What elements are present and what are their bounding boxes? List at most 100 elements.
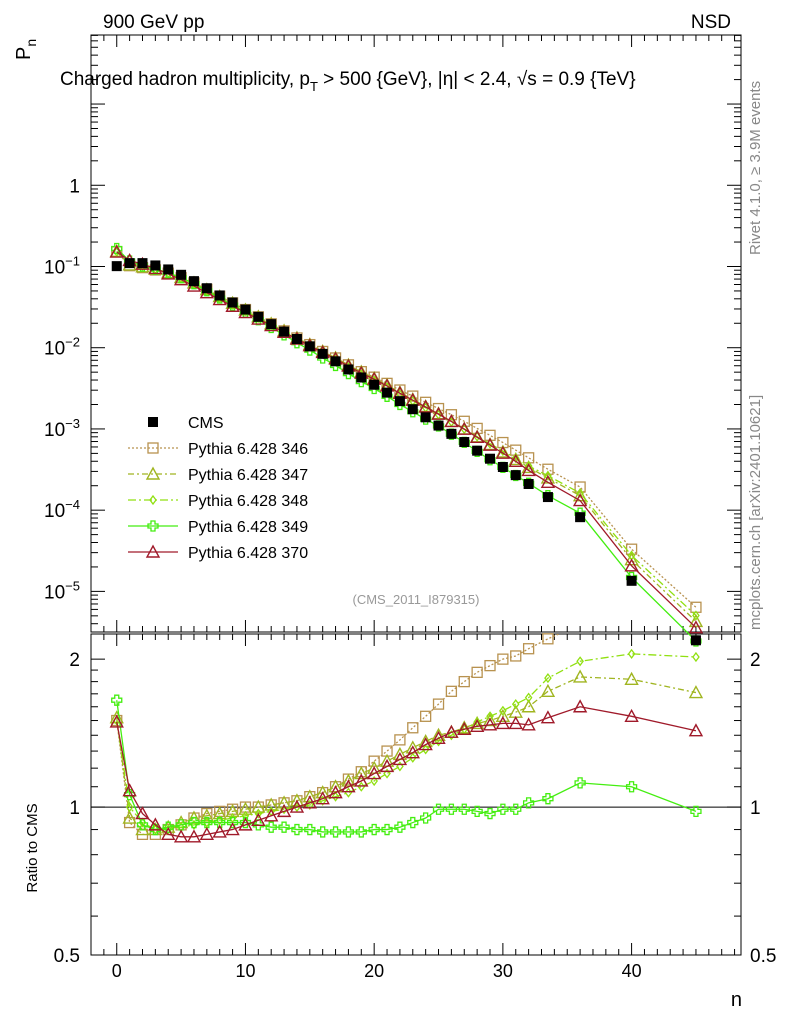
legend-marker	[145, 544, 161, 558]
legend-label-cms: CMS	[188, 415, 224, 432]
mcplots-label: mcplots.cern.ch [arXiv:2401.10621]	[747, 395, 764, 630]
series-point-ratio	[521, 699, 536, 713]
series-point-ratio	[344, 787, 353, 798]
x-tick-label: 0	[112, 961, 122, 981]
y-tick-exp: −3	[65, 416, 80, 431]
legend-label: Pythia 6.428 348	[188, 493, 308, 510]
series-point-main	[508, 453, 523, 467]
series-point-ratio	[354, 766, 369, 780]
legend-marker	[147, 520, 159, 532]
series-point-ratio	[315, 791, 330, 805]
y-tick-exp: −2	[65, 335, 80, 350]
series-point-ratio	[225, 822, 240, 836]
series-point-ratio	[225, 803, 240, 818]
series-point-ratio	[572, 669, 588, 683]
series-point-ratio	[421, 744, 430, 755]
series-point-main	[444, 414, 459, 428]
x-tick-label: 40	[622, 961, 642, 981]
cms-point	[446, 428, 457, 439]
legend-label: Pythia 6.428 349	[188, 519, 308, 536]
cms-point	[150, 260, 161, 271]
cms-point	[369, 379, 380, 390]
series-point-ratio	[511, 699, 520, 710]
series-point-ratio	[418, 737, 433, 751]
x-tick-label: 10	[235, 961, 255, 981]
series-point-main	[457, 421, 472, 435]
series-point-ratio	[420, 710, 432, 722]
series-point-ratio	[251, 812, 266, 826]
series-point-main	[495, 445, 511, 459]
series-point-ratio	[469, 718, 485, 733]
cms-point	[510, 470, 521, 481]
series-point-ratio	[366, 766, 382, 780]
series-point-main	[624, 552, 639, 566]
series-line-main	[116, 251, 697, 629]
series-point-ratio	[329, 826, 342, 838]
y-tick-exp: −5	[65, 578, 80, 593]
series-point-ratio	[458, 675, 470, 688]
series-line-ratio	[116, 634, 561, 836]
series-point-ratio	[317, 826, 329, 838]
y-tick-label-ratio: 1	[69, 798, 80, 819]
series-point-ratio	[624, 708, 639, 723]
cms-point	[176, 269, 187, 280]
series-point-ratio	[484, 659, 496, 672]
series-point-main	[540, 474, 556, 488]
series-point-ratio	[354, 773, 369, 787]
series-point-ratio	[522, 797, 535, 809]
series-point-ratio	[342, 826, 355, 838]
series-point-ratio	[161, 826, 176, 841]
series-point-ratio	[199, 826, 215, 841]
series-point-ratio	[692, 651, 700, 663]
legend-label: Pythia 6.428 346	[188, 441, 308, 458]
series-point-ratio	[447, 730, 456, 741]
series-point-ratio	[289, 793, 305, 807]
title-part2: > 500 {GeV}, |η| < 2.4, √s = 0.9 {TeV}	[318, 69, 636, 90]
series-point-ratio	[457, 721, 472, 735]
series-point-main	[544, 470, 552, 481]
series-point-ratio	[420, 812, 432, 824]
y-tick-label-main: 10−1	[44, 253, 80, 278]
series-point-ratio	[289, 799, 305, 813]
title-sub: T	[310, 79, 318, 94]
series-point-main	[688, 613, 704, 628]
series-point-ratio	[540, 710, 556, 724]
series-point-ratio	[251, 799, 266, 813]
series-point-ratio	[524, 692, 533, 703]
series-point-ratio	[135, 822, 150, 836]
series-point-ratio	[368, 823, 380, 836]
series-point-ratio	[109, 714, 124, 728]
cms-point	[433, 420, 444, 431]
cms-point	[343, 364, 354, 375]
series-point-ratio	[175, 819, 187, 831]
y-tick-label-main: 10−4	[44, 497, 80, 522]
series-point-ratio	[276, 803, 292, 818]
rivet-label: Rivet 4.1.0, ≥ 3.9M events	[747, 81, 764, 255]
series-line-ratio	[116, 653, 696, 831]
series-point-ratio	[302, 795, 317, 809]
series-point-ratio	[276, 795, 292, 809]
series-point-ratio	[432, 803, 445, 815]
y-axis-label-ratio: Ratio to CMS	[24, 803, 41, 892]
series-point-ratio	[125, 801, 134, 813]
series-point-main	[511, 453, 520, 464]
series-point-ratio	[238, 817, 253, 831]
series-point-main	[482, 437, 498, 451]
y-tick-base: 10	[44, 582, 65, 603]
cms-point	[394, 396, 405, 407]
series-point-ratio	[445, 803, 458, 815]
series-point-ratio	[495, 708, 511, 723]
series-point-ratio	[304, 823, 316, 836]
series-point-ratio	[408, 752, 417, 763]
series-point-ratio	[444, 724, 459, 738]
series-point-ratio	[521, 717, 536, 731]
series-point-ratio	[688, 685, 704, 699]
y-axis-label-main: Pn	[13, 39, 39, 60]
y-tick-label-ratio-right: 1	[750, 798, 761, 819]
legend-label: Pythia 6.428 347	[188, 467, 308, 484]
series-point-ratio	[482, 713, 498, 727]
series-point-ratio	[576, 656, 584, 667]
x-tick-label: 30	[493, 961, 513, 981]
legend-marker	[147, 442, 159, 454]
